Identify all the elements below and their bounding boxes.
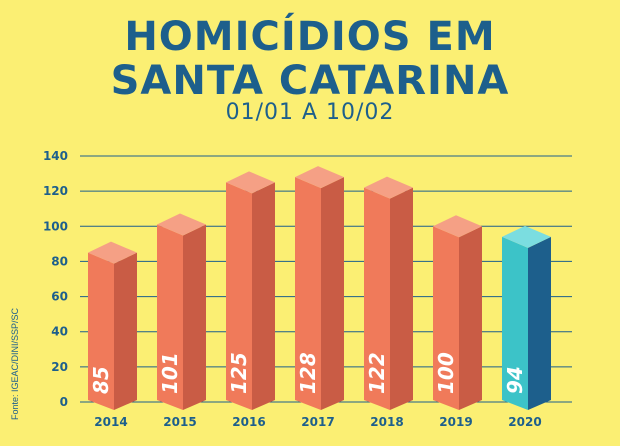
y-tick-label: 60: [51, 290, 68, 304]
y-tick-label: 100: [43, 219, 68, 233]
bar-front: [295, 177, 321, 410]
bar-front: [88, 252, 114, 410]
bar-side: [321, 177, 344, 410]
bar-side: [114, 252, 137, 410]
x-tick-label: 2014: [94, 415, 127, 429]
x-tick-label: 2016: [232, 415, 265, 429]
bar-side: [252, 182, 275, 410]
bar-value-label: 100: [434, 352, 458, 394]
x-tick-label: 2017: [301, 415, 334, 429]
y-tick-label: 80: [51, 254, 68, 268]
bar-side: [459, 226, 482, 410]
x-tick-label: 2019: [439, 415, 472, 429]
bar-value-label: 94: [503, 366, 527, 394]
bar-top: [295, 166, 344, 189]
chart-title-line-2: SANTA CATARINA: [110, 58, 510, 104]
bar-front: [502, 236, 528, 410]
y-tick-label: 40: [51, 325, 68, 339]
bar-side: [390, 187, 413, 410]
bar-top: [88, 241, 137, 264]
bar-side: [528, 236, 551, 410]
chart-title-line-1: HOMICÍDIOS EM: [124, 14, 496, 60]
bar-top: [157, 213, 206, 236]
y-tick-label: 140: [43, 149, 68, 163]
bar-value-label: 122: [365, 352, 389, 394]
bar-top: [433, 215, 482, 238]
x-tick-label: 2015: [163, 415, 196, 429]
bar-front: [226, 182, 252, 410]
bar-value-label: 128: [296, 352, 320, 394]
bar-front: [157, 224, 183, 410]
bar-value-label: 125: [227, 352, 251, 394]
x-tick-label: 2018: [370, 415, 403, 429]
y-tick-label: 120: [43, 184, 68, 198]
bar-value-label: 101: [158, 352, 182, 394]
chart-subtitle: 01/01 A 10/02: [225, 100, 395, 125]
bar-top: [226, 171, 275, 194]
bar-top: [502, 225, 551, 248]
y-tick-label: 20: [51, 360, 68, 374]
y-tick-label: 0: [60, 395, 68, 409]
bar-front: [364, 187, 390, 410]
bar-value-label: 85: [89, 366, 113, 394]
bar-top: [364, 176, 413, 199]
bar-side: [183, 224, 206, 410]
bar-front: [433, 226, 459, 410]
x-tick-label: 2020: [508, 415, 541, 429]
